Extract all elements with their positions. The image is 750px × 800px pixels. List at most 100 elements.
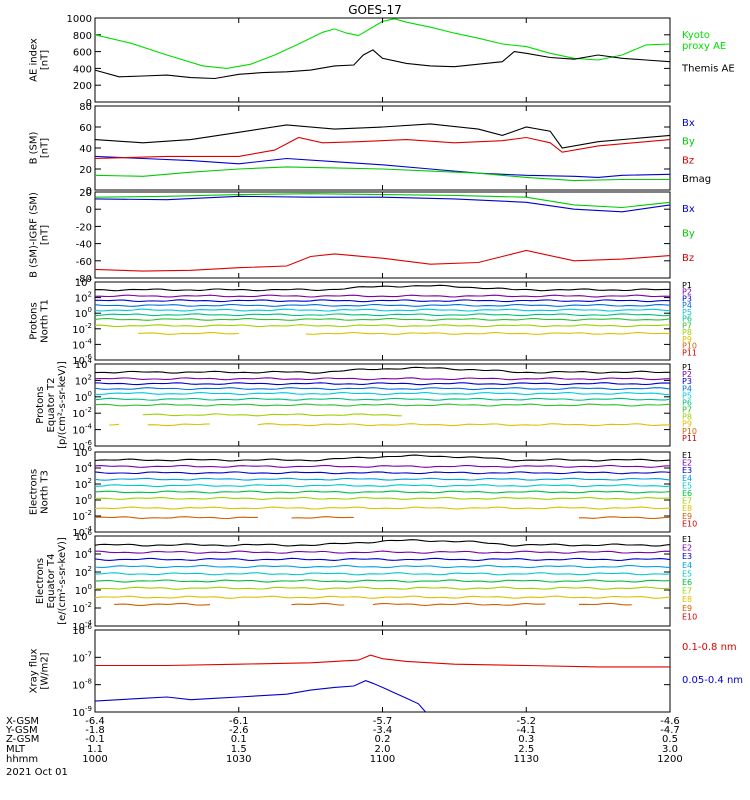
y-axis-label: [nT]: [40, 50, 51, 70]
channel-line-p9: [109, 423, 120, 426]
channel-line-p3: [95, 299, 671, 303]
x-tick-value: 0.5: [662, 734, 678, 745]
channel-line-e5: [95, 572, 671, 576]
channel-line-e6: [94, 490, 671, 494]
x-tick-value: -3.4: [373, 725, 393, 736]
channel-label: E8: [682, 595, 692, 604]
y-axis-label: [nT]: [40, 138, 51, 158]
y-tick-label: 106: [75, 529, 93, 543]
channel-line-e9: [94, 516, 258, 520]
y-tick-label: 600: [73, 48, 92, 59]
channel-line-e1: [94, 539, 671, 547]
channel-line-e7: [94, 496, 671, 500]
y-axis-label: B (SM): [29, 131, 40, 164]
y-tick-exponent: -6: [85, 353, 93, 361]
y-tick-label: 104: [75, 357, 93, 371]
x-tick-value: -4.6: [660, 716, 680, 727]
series-line-bx: [94, 155, 671, 178]
y-tick-label: 1000: [67, 14, 92, 25]
channel-label: P3: [682, 294, 692, 303]
series-line-0-05-0-4-nm: [94, 680, 427, 713]
channel-line-e9: [114, 602, 211, 606]
y-tick-exponent: 6: [88, 445, 93, 453]
channel-label: P10: [682, 427, 697, 436]
y-axis-label: Electrons: [29, 469, 40, 515]
channel-label: P2: [682, 370, 692, 379]
channel-line-e9: [372, 602, 546, 607]
y-tick-label: -40: [76, 240, 92, 251]
channel-line-e2: [94, 464, 671, 468]
channel-label: E7: [682, 497, 692, 506]
panel-frame: [94, 17, 671, 103]
y-axis-label: [nT]: [40, 225, 51, 245]
channel-label: P10: [682, 342, 697, 351]
y-tick-exponent: 2: [88, 565, 92, 573]
legend-label: Bz: [682, 253, 694, 264]
y-tick-exponent: -9: [85, 705, 92, 713]
legend-label: By: [682, 229, 695, 240]
x-axis-row-label: MLT: [6, 744, 26, 755]
channel-line-p2: [94, 294, 671, 298]
legend-label: 0.1-0.8 nm: [682, 642, 737, 653]
y-tick-exponent: -6: [85, 623, 93, 631]
x-tick-value: 1130: [514, 754, 539, 765]
channel-label: E5: [682, 569, 692, 578]
y-axis-label: North T1: [40, 299, 51, 343]
channel-line-p5: [94, 392, 671, 396]
y-tick-exponent: 4: [88, 547, 93, 555]
channel-label: E4: [682, 561, 692, 570]
channel-line-e4: [94, 564, 671, 569]
channel-label: E3: [682, 466, 692, 475]
channel-label: E1: [682, 451, 692, 460]
y-tick-exponent: 0: [88, 306, 92, 314]
channel-label: P9: [682, 420, 692, 429]
channel-label: P11: [682, 434, 697, 443]
channel-label: E7: [682, 587, 692, 596]
y-tick-label: 100: [75, 493, 92, 507]
x-tick-value: 3.0: [662, 744, 678, 755]
y-tick-exponent: 4: [88, 275, 93, 283]
channel-label: E9: [682, 512, 692, 521]
x-tick-value: -6.1: [229, 716, 249, 727]
y-tick-exponent: -2: [85, 509, 92, 517]
y-tick-label: 10-2: [72, 406, 92, 420]
channel-label: P8: [682, 413, 692, 422]
y-tick-exponent: -4: [85, 337, 93, 345]
legend-label: Themis AE: [681, 64, 735, 75]
x-axis-row-label: hhmm: [6, 754, 38, 765]
channel-label: P6: [682, 398, 692, 407]
channel-label: E2: [682, 544, 692, 553]
channel-label: E10: [682, 519, 697, 528]
channel-label: P4: [682, 301, 692, 310]
series-line-kyoto-proxy-ae: [94, 18, 671, 69]
y-tick-label: 102: [75, 477, 92, 491]
y-tick-exponent: 2: [88, 477, 92, 485]
x-tick-value: 1200: [657, 754, 682, 765]
y-tick-exponent: 2: [88, 373, 92, 381]
channel-label: P9: [682, 335, 692, 344]
legend-label: Bmag: [682, 174, 711, 185]
channel-label: E6: [682, 489, 692, 498]
x-tick-value: -2.6: [229, 725, 249, 736]
x-axis-row-label: Z-GSM: [6, 734, 39, 745]
legend-label: Kyoto: [682, 30, 710, 41]
y-tick-exponent: 0: [88, 493, 92, 501]
y-tick-exponent: 4: [88, 357, 93, 365]
channel-label: P7: [682, 406, 692, 415]
y-axis-label: AE index: [29, 38, 40, 82]
channel-line-p5: [94, 308, 671, 312]
y-tick-label: 10-8: [72, 678, 92, 692]
y-tick-label: 0: [86, 205, 92, 216]
channel-line-e2: [95, 550, 671, 554]
x-tick-value: 0.2: [375, 734, 391, 745]
y-tick-exponent: 0: [88, 390, 92, 398]
figure-title: GOES-17: [348, 3, 402, 17]
channel-label: P2: [682, 288, 692, 297]
channel-line-e8: [94, 595, 671, 599]
series-line-bmag: [94, 123, 671, 149]
x-tick-value: 0.3: [518, 734, 534, 745]
y-tick-label: -80: [76, 274, 92, 285]
